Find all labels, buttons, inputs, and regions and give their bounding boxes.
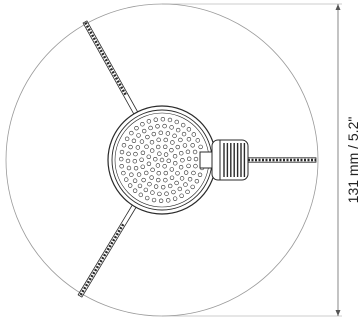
- perforated-grille: [119, 117, 205, 203]
- tilt-knob: [199, 139, 249, 181]
- dimension-marker: [162, 3, 342, 317]
- dimension-label: 131 mm / 5.2": [345, 117, 360, 204]
- leg-right: [247, 157, 317, 163]
